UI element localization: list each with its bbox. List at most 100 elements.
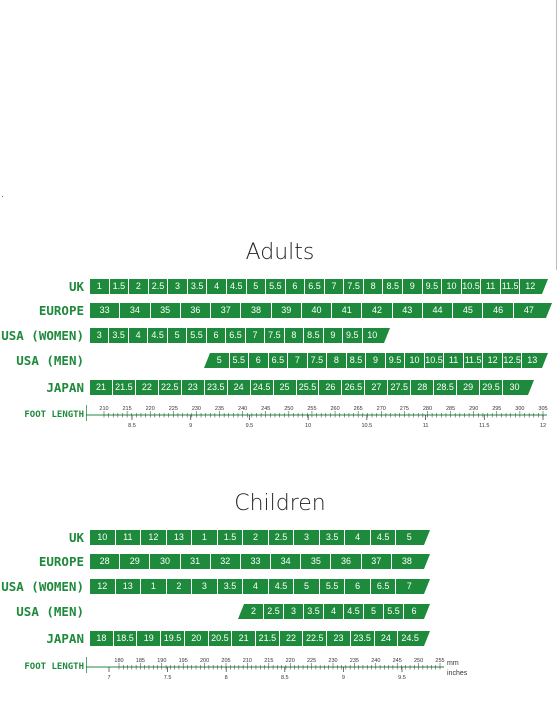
ruler-inch-label: 9 (189, 423, 192, 429)
adults-uk-cell: 7 (325, 279, 345, 294)
children-japan-cell: 20 (185, 631, 209, 646)
children-japan-cell: 22.5 (303, 631, 327, 646)
children-uk-cell: 2 (243, 530, 269, 545)
adults-europe-cell: 37 (211, 303, 241, 318)
children-uk-cell: 3 (294, 530, 320, 545)
children-usa_men-cell: 3.5 (304, 604, 324, 619)
adults-usa_men-cell: 12.5 (503, 353, 523, 368)
adults-usa_men-cell: 10 (405, 353, 425, 368)
adults-japan-cell: 25 (274, 380, 297, 395)
children-uk-cell: 2.5 (269, 530, 295, 545)
children-usa_women-cell: 12 (90, 579, 116, 594)
children-europe-bar: 28 29 30 31 32 33 34 35 36 37 38 (90, 554, 430, 569)
adults-usa_men-cell: 11 (444, 353, 464, 368)
children-uk-cell: 4.5 (371, 530, 397, 545)
ruler-mm-label: 300 (515, 406, 524, 412)
children-usa-women-bar: 12 13 1 2 3 3.5 4 4.5 5 5.5 6 6.5 7 (90, 579, 430, 594)
ruler-inch-label: 9.5 (398, 675, 406, 681)
ruler-mm-label: 255 (435, 658, 444, 664)
ruler-inch-label: 9 (342, 675, 345, 681)
children-europe-cell: 36 (331, 554, 361, 569)
adults-uk-cell: 10 (442, 279, 462, 294)
ruler-mm-label: 225 (307, 658, 316, 664)
children-mm-unit: mm (447, 660, 459, 667)
adults-usa_men-cell: 7.5 (308, 353, 328, 368)
adults-usa_women-cell: 5.5 (187, 328, 206, 343)
children-europe-cell: 33 (241, 554, 271, 569)
adults-usa_women-cell: 4.5 (148, 328, 167, 343)
adults-europe-cell: 43 (393, 303, 423, 318)
adults-usa_women-cell: 9.5 (343, 328, 362, 343)
ruler-mm-label: 235 (350, 658, 359, 664)
adults-usa_women-cell: 9 (324, 328, 343, 343)
adults-japan-cell: 27 (365, 380, 388, 395)
adults-usa_men-cell: 13 (527, 355, 538, 365)
adults-europe-cell: 40 (302, 303, 332, 318)
children-europe-cell: 32 (211, 554, 241, 569)
children-japan-cell: 19 (137, 631, 161, 646)
adults-uk-cell: 1.5 (110, 279, 130, 294)
adults-usa-men-bar: 5 5.5 6 6.5 7 7.5 8 8.5 9 9.5 10 10.5 11 11.5 12 12.5 13 (204, 353, 548, 368)
ruler-mm-label: 250 (414, 658, 423, 664)
adults-label-usa-women: USA (WOMEN) (1, 328, 84, 343)
adults-uk-cell: 5.5 (266, 279, 286, 294)
adults-japan-cell: 26 (319, 380, 342, 395)
adults-label-japan: JAPAN (46, 380, 84, 395)
adults-uk-cell: 4.5 (227, 279, 247, 294)
adults-uk-cell: 5 (247, 279, 267, 294)
adults-usa_women-cell: 7.5 (265, 328, 284, 343)
ruler-mm-label: 245 (393, 658, 402, 664)
adults-europe-cell: 35 (151, 303, 181, 318)
children-label-usa-women: USA (WOMEN) (1, 579, 84, 594)
adults-uk-cell: 1 (90, 279, 110, 294)
adults-uk-bar: 1 1.5 2 2.5 3 3.5 4 4.5 5 5.5 6 6.5 7 7.5 8 8.5 9 9.5 10 10… (90, 279, 548, 294)
ruler-mm-label: 190 (157, 658, 166, 664)
adults-europe-cell: 41 (332, 303, 362, 318)
children-label-usa-men: USA (MEN) (16, 604, 84, 619)
adults-uk-cell: 12 (525, 281, 536, 291)
children-usa_women-cell: 6 (345, 579, 371, 594)
adults-foot-length-label: FOOT LENGTH (24, 410, 84, 420)
ruler-inch-label: 11 (423, 423, 429, 429)
ruler-mm-label: 215 (264, 658, 273, 664)
adults-uk-cell: 2 (129, 279, 149, 294)
ruler-inch-label: 7 (107, 675, 110, 681)
adults-usa_men-cell: 12 (483, 353, 503, 368)
children-usa_women-cell: 3 (192, 579, 218, 594)
adults-uk-cell: 10.5 (462, 279, 482, 294)
ruler-mm-label: 230 (328, 658, 337, 664)
ruler-inch-label: 7.5 (164, 675, 172, 681)
adults-usa_men-cell: 6.5 (269, 353, 289, 368)
children-uk-cell: 1 (192, 530, 218, 545)
adults-label-uk: UK (68, 279, 84, 294)
adults-japan-cell: 21 (90, 380, 113, 395)
ruler-mm-label: 235 (215, 406, 224, 412)
adults-europe-cell: 44 (423, 303, 453, 318)
ruler-inch-label: 8 (225, 675, 228, 681)
children-japan-cell: 24.5 (401, 633, 419, 643)
adults-uk-cell: 7.5 (344, 279, 364, 294)
adults-japan-cell: 30 (509, 382, 520, 392)
adults-europe-cell: 33 (90, 303, 120, 318)
ruler-mm-label: 285 (446, 406, 455, 412)
adults-usa_men-cell: 9.5 (386, 353, 406, 368)
children-uk-cell: 13 (167, 530, 193, 545)
children-europe-cell: 30 (150, 554, 180, 569)
adults-usa_women-cell: 3 (90, 328, 109, 343)
adults-usa_women-cell: 6 (207, 328, 226, 343)
adults-usa_men-cell: 5.5 (230, 353, 250, 368)
adults-label-europe: EUROPE (38, 303, 84, 318)
children-uk-cell: 3.5 (320, 530, 346, 545)
children-usa_women-cell: 6.5 (371, 579, 397, 594)
children-usa-men-bar: 2 2.5 3 3.5 4 4.5 5 5.5 6 (238, 604, 430, 619)
ruler-mm-label: 255 (307, 406, 316, 412)
ruler-mm-label: 215 (123, 406, 132, 412)
ruler-mm-label: 295 (492, 406, 501, 412)
adults-usa_women-cell: 5 (168, 328, 187, 343)
children-label-uk: UK (68, 530, 84, 545)
ruler-mm-label: 270 (377, 406, 386, 412)
adults-japan-cell: 25.5 (297, 380, 320, 395)
children-usa_men-cell: 2 (244, 604, 264, 619)
adults-usa_men-cell: 10.5 (425, 353, 445, 368)
adults-uk-cell: 11.5 (501, 279, 521, 294)
